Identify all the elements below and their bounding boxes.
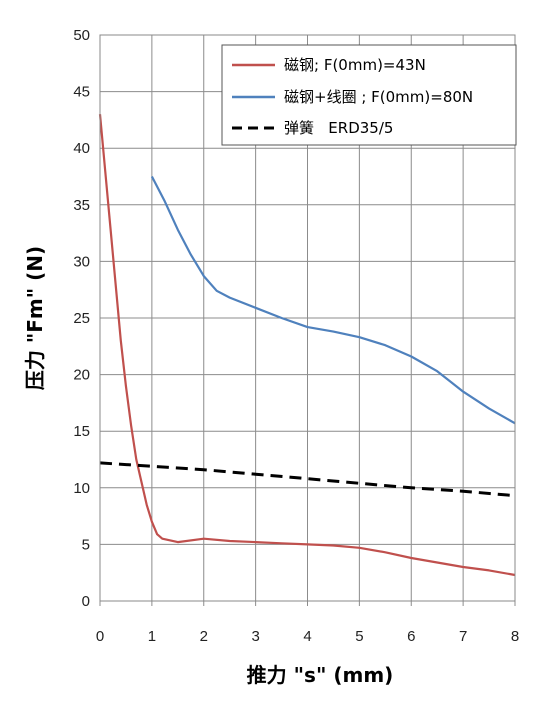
legend-label-0: 磁钢; F(0mm)=43N — [284, 56, 426, 74]
x-tick-label: 5 — [355, 628, 363, 645]
x-tick-label: 0 — [96, 628, 104, 645]
series-line-1 — [150, 175, 516, 425]
x-tick-label: 3 — [251, 628, 259, 645]
y-tick-label: 10 — [73, 480, 90, 497]
y-tick-label: 30 — [73, 253, 90, 270]
x-tick-label: 7 — [459, 628, 467, 645]
x-tick-label: 1 — [148, 628, 156, 645]
y-tick-label: 35 — [73, 197, 90, 214]
y-tick-label: 0 — [82, 593, 90, 610]
x-tick-label: 8 — [511, 628, 519, 645]
y-tick-label: 40 — [73, 140, 90, 157]
y-tick-label: 20 — [73, 367, 90, 384]
legend: 磁钢; F(0mm)=43N 磁钢+线圈 ; F(0mm)=80N 弹簧 ERD… — [221, 44, 517, 146]
y-axis-title: 压力 "Fm" (N) — [23, 246, 47, 390]
x-axis-title: 推力 "s" (mm) — [247, 663, 394, 687]
x-tick-label: 2 — [200, 628, 208, 645]
y-tick-label: 50 — [73, 27, 90, 44]
series-line-0 — [98, 114, 516, 577]
y-tick-label: 25 — [73, 310, 90, 327]
y-tick-label: 5 — [82, 536, 90, 553]
legend-label-1: 磁钢+线圈 ; F(0mm)=80N — [284, 88, 473, 106]
plot-frame — [99, 34, 516, 602]
series-line-2 — [99, 461, 516, 498]
x-tick-label: 4 — [303, 628, 311, 645]
y-tick-label: 45 — [73, 84, 90, 101]
y-tick-label: 15 — [73, 423, 90, 440]
series-lines — [98, 114, 516, 577]
legend-label-2: 弹簧 ERD35/5 — [284, 119, 393, 137]
x-tick-label: 6 — [407, 628, 415, 645]
